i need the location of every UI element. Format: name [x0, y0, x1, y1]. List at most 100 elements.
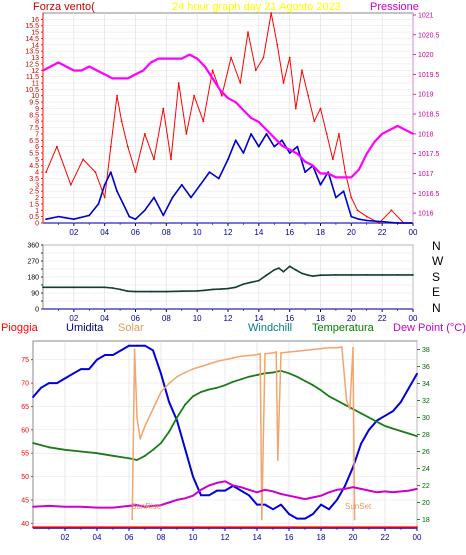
bottom-point	[192, 475, 194, 478]
top-point	[265, 129, 268, 131]
bottom-y-right-label: 28	[422, 432, 430, 439]
bottom-grid	[33, 341, 418, 528]
bottom-point	[352, 346, 354, 349]
top-point	[381, 220, 384, 223]
bottom-point	[200, 391, 202, 393]
bottom-point	[56, 382, 58, 384]
top-point	[273, 136, 276, 139]
top-point	[173, 57, 175, 60]
top-point	[180, 183, 183, 186]
dir-point	[103, 286, 106, 289]
top-point	[365, 152, 368, 155]
dir-point	[301, 272, 303, 275]
top-point	[254, 69, 257, 72]
bottom-point	[344, 485, 346, 487]
top-point	[109, 171, 112, 174]
bottom-point	[336, 499, 338, 501]
bottom-point	[328, 508, 330, 511]
top-point	[120, 120, 123, 123]
dir-x-tick-label: 00	[409, 314, 418, 323]
dir-x-tick-label: 20	[347, 314, 356, 323]
top-y-right-label: 1020.5	[418, 32, 440, 39]
top-y-right-label: 1019.5	[418, 72, 440, 79]
top-point	[57, 215, 60, 218]
bottom-point	[352, 486, 354, 489]
bottom-y-left-label: 60	[21, 427, 29, 434]
dir-point	[350, 274, 353, 276]
bottom-x-tick-label: 02	[61, 533, 70, 542]
bottom-point	[312, 348, 314, 351]
top-y-right-label: 1019	[418, 92, 434, 99]
bottom-point	[184, 371, 186, 374]
top-point	[247, 31, 249, 33]
top-y-left-label: 7.5	[29, 125, 39, 132]
dir-point	[396, 274, 399, 276]
bottom-point	[160, 391, 162, 393]
bottom-point	[224, 358, 226, 361]
top-series-raffica	[45, 133, 412, 224]
dir-point	[288, 265, 291, 268]
top-point	[396, 125, 399, 127]
bottom-y-right-label: 38	[422, 347, 430, 354]
compass-label-s: S	[432, 270, 440, 284]
top-y-left-label: 14.5	[25, 36, 39, 43]
bottom-point	[275, 351, 278, 353]
legend-umidita: Umidita	[66, 322, 104, 334]
bottom-point	[128, 344, 130, 347]
top-y-right-label: 1017.5	[418, 151, 440, 158]
top-y-right-label: 1018	[418, 131, 434, 138]
top-point	[304, 171, 306, 174]
top-point	[288, 152, 291, 154]
top-point	[327, 172, 330, 175]
bottom-point	[400, 490, 402, 493]
dir-series	[42, 265, 414, 293]
bottom-point	[160, 504, 162, 506]
bottom-point	[288, 351, 290, 353]
bottom-y-right-label: 36	[422, 364, 430, 371]
legend-dewpoint: Dew Point (°C)	[393, 322, 466, 334]
top-point	[119, 77, 121, 80]
top-point	[65, 65, 67, 68]
top-point	[311, 164, 314, 167]
bottom-point	[144, 425, 146, 427]
top-x-tick-label: 22	[378, 228, 387, 237]
top-y-left-label: 15	[31, 30, 39, 37]
top-point	[296, 152, 299, 155]
bottom-point	[136, 344, 138, 347]
bottom-point	[416, 488, 418, 490]
top-point	[301, 69, 303, 72]
bottom-point	[208, 388, 210, 391]
bottom-point	[264, 488, 266, 491]
bottom-point	[272, 490, 274, 493]
bottom-point	[288, 372, 290, 375]
top-point	[170, 158, 172, 161]
top-point	[230, 56, 233, 59]
compass-label-e: E	[432, 285, 440, 299]
bottom-point	[48, 382, 50, 384]
bottom-point	[360, 443, 362, 445]
bottom-point	[340, 346, 343, 348]
bottom-point	[96, 506, 98, 509]
bottom-point	[296, 350, 298, 353]
bottom-point	[208, 494, 210, 497]
top-x-tick-label: 02	[69, 228, 78, 237]
dir-point	[282, 270, 285, 273]
dir-point	[119, 288, 121, 291]
dir-point	[257, 279, 260, 282]
top-point	[202, 120, 205, 123]
bottom-point	[208, 363, 210, 365]
bottom-point	[384, 490, 386, 493]
top-y-left-label: 2	[35, 195, 39, 202]
bottom-point	[264, 503, 266, 506]
top-point	[273, 145, 276, 148]
bottom-point	[416, 526, 418, 528]
bottom-x-tick-label: 08	[157, 533, 166, 542]
top-y-left-label: 3	[35, 182, 39, 189]
top-y-left-label: 13.5	[25, 49, 39, 56]
top-point	[103, 196, 106, 199]
top-point	[88, 65, 91, 68]
bottom-point	[296, 375, 298, 378]
bottom-y-left-label: 40	[21, 521, 29, 528]
top-point	[177, 82, 180, 84]
